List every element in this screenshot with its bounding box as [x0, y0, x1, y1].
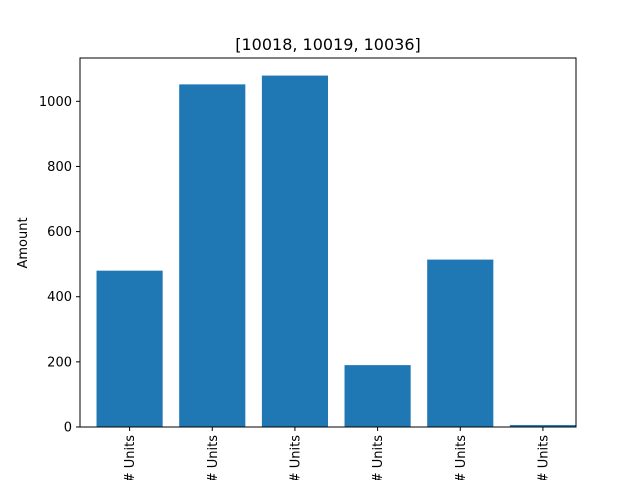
x-tick-label-4: # Units	[454, 435, 469, 480]
bar-4	[427, 259, 494, 427]
y-axis-label: Amount	[16, 217, 31, 268]
x-tick-label-1: # Units	[206, 435, 221, 480]
plot-frame	[79, 57, 577, 428]
x-tick-label-3: # Units	[371, 435, 386, 480]
y-axis: 0 200 400 600 800 1000	[39, 95, 80, 436]
y-tick-label-5: 1000	[39, 95, 72, 110]
x-tick-label-0: # Units	[123, 435, 138, 480]
y-tick-label-0: 0	[64, 421, 72, 436]
x-tick-label-2: # Units	[288, 435, 303, 480]
bar-5	[509, 425, 576, 427]
y-tick-label-4: 800	[47, 160, 72, 175]
x-axis: # Units # Units # Units # Units # Units # Uni…	[123, 427, 551, 480]
bar-3	[344, 365, 411, 427]
y-tick-label-3: 600	[47, 225, 72, 240]
y-tick-label-2: 400	[47, 290, 72, 305]
x-tick-label-5: # Units	[536, 435, 551, 480]
bar-2	[261, 75, 328, 427]
chart-title: [10018, 10019, 10036]	[235, 35, 421, 54]
bar-1	[179, 84, 246, 427]
bar-0	[96, 270, 163, 427]
y-tick-label-1: 200	[47, 355, 72, 370]
bars-layer	[96, 75, 576, 427]
